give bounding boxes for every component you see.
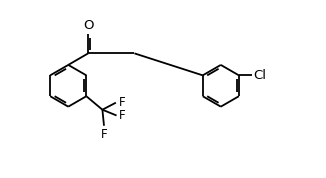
Text: O: O	[83, 19, 94, 32]
Text: F: F	[118, 96, 125, 109]
Text: F: F	[101, 128, 107, 141]
Text: F: F	[119, 109, 126, 122]
Text: Cl: Cl	[253, 69, 266, 82]
